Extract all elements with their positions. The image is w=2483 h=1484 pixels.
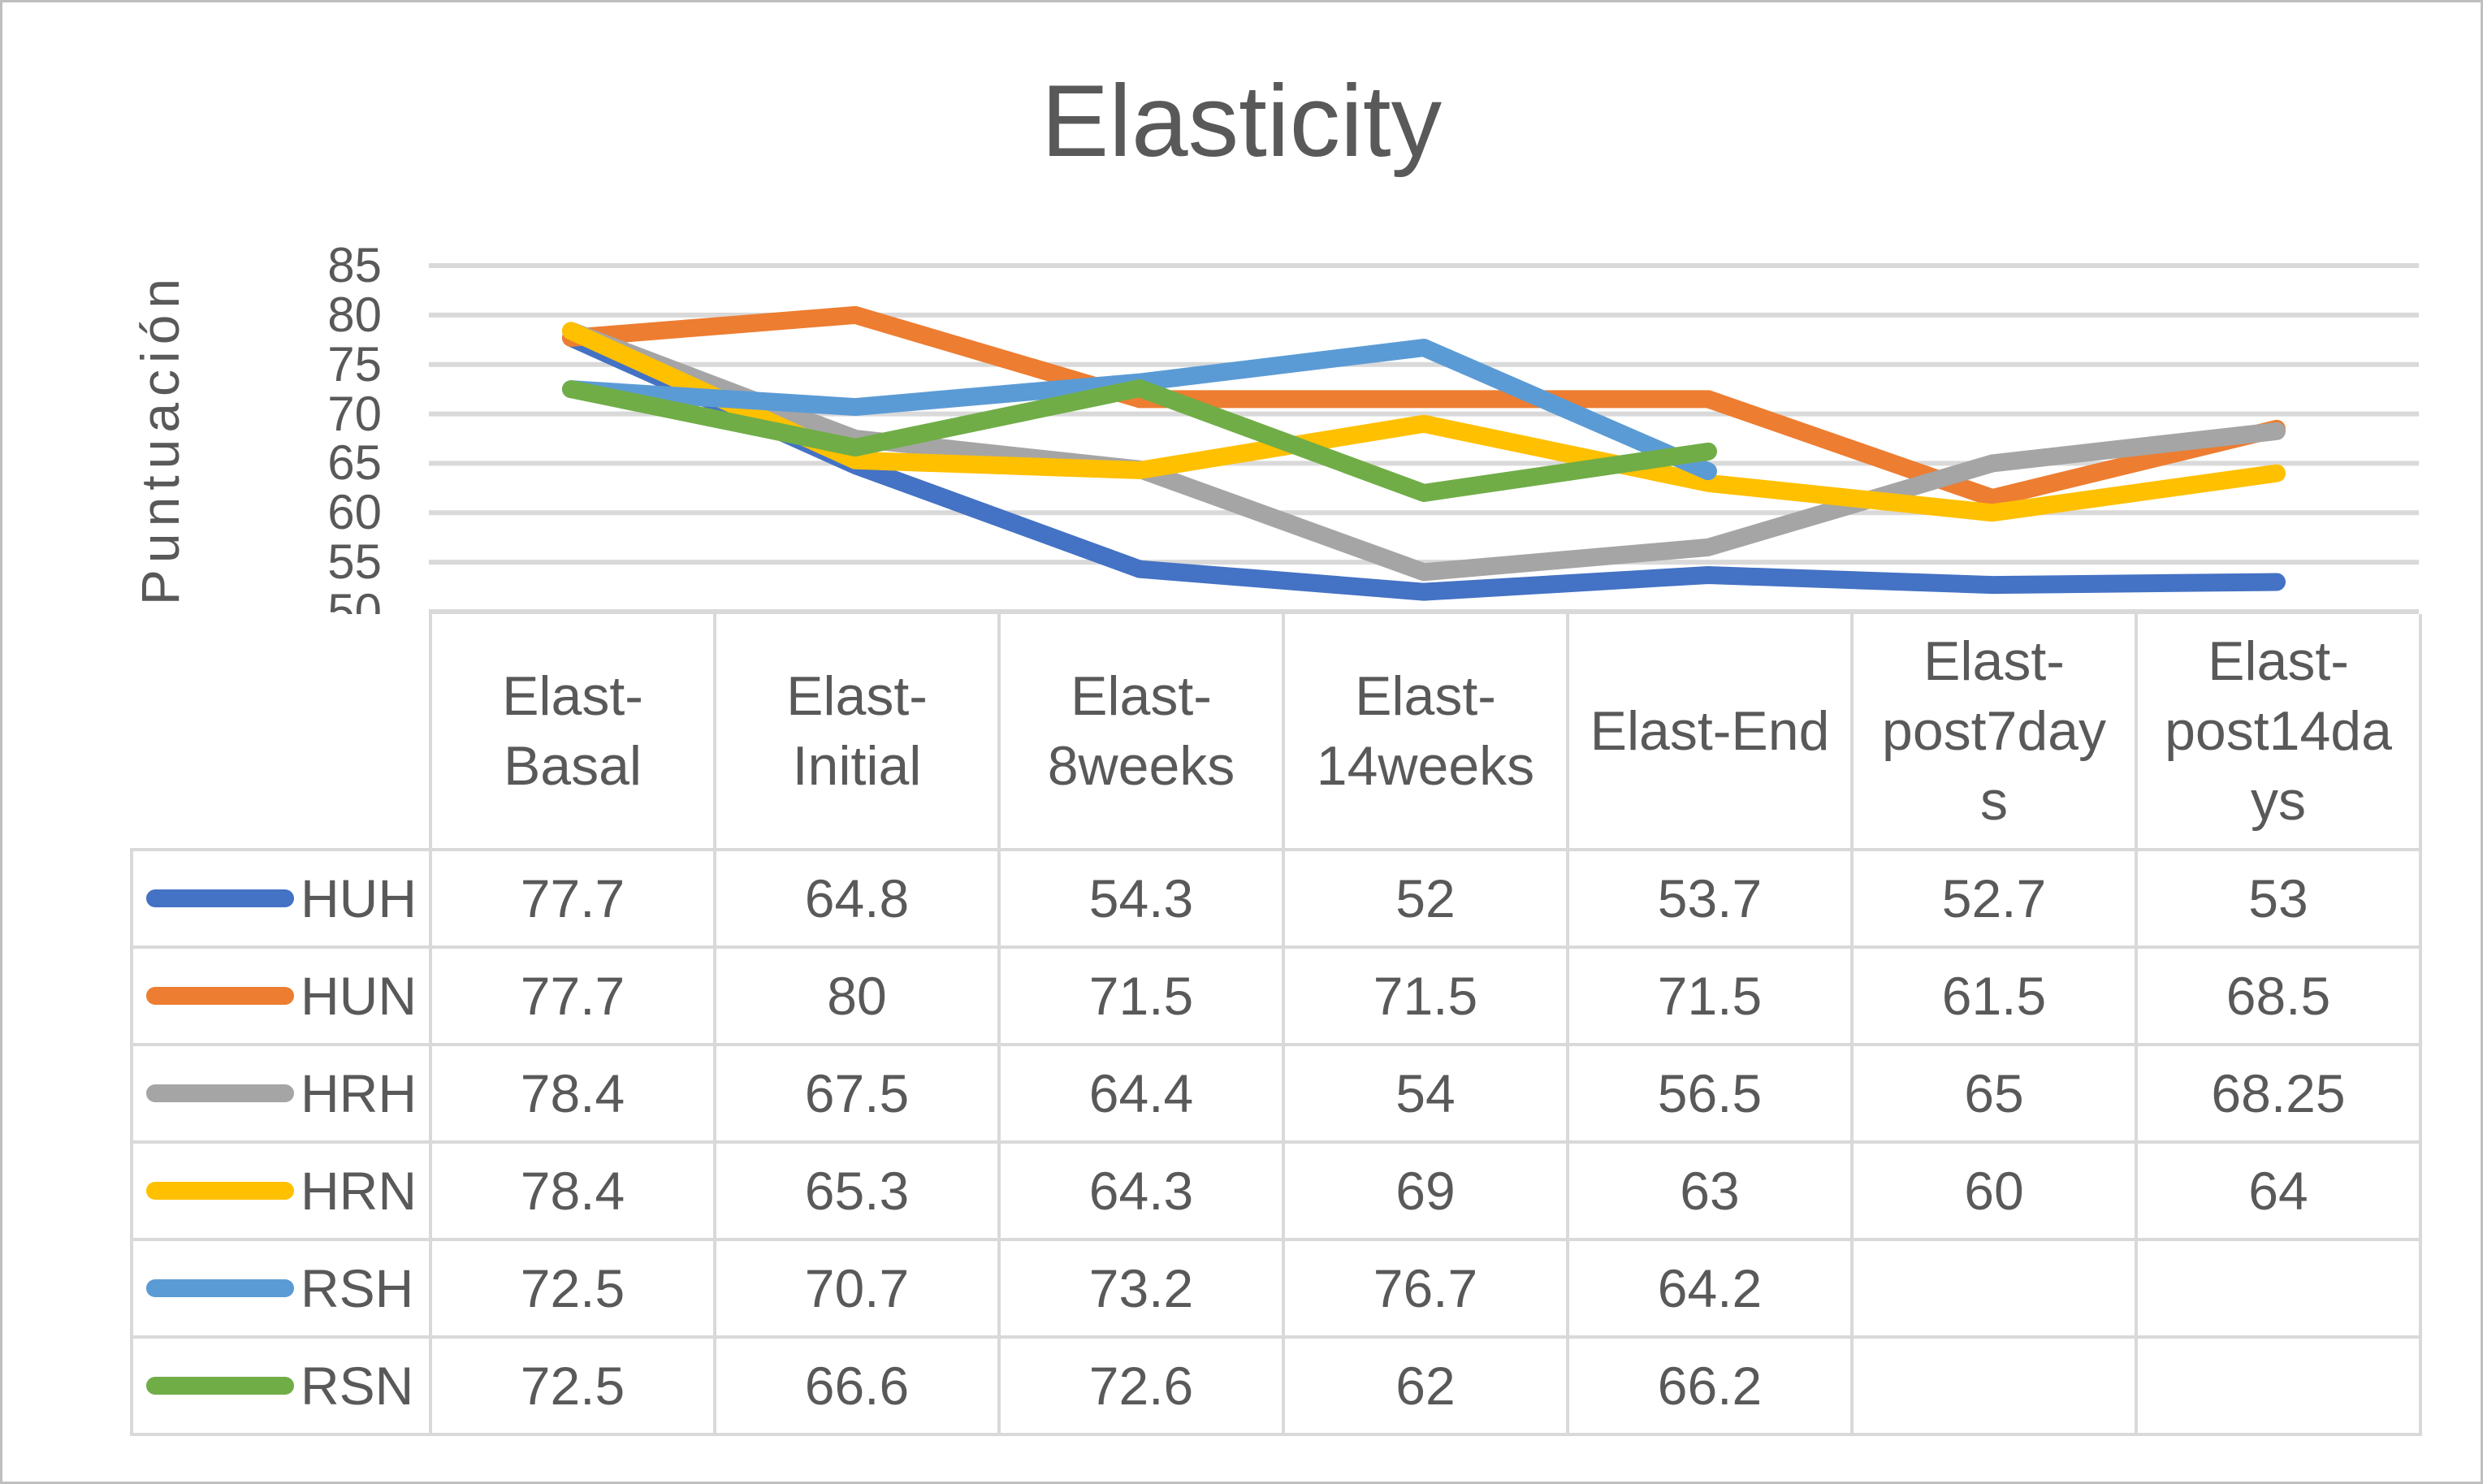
value-cell-HUH-1: 77.7 [429, 848, 716, 949]
value-cell-HRN-3: 64.3 [997, 1140, 1285, 1241]
column-header-6: Elast-post7days [1850, 614, 2138, 851]
value-cell-RSH-2: 70.7 [713, 1238, 1001, 1339]
value-cell-RSN-3: 72.6 [997, 1335, 1285, 1436]
value-cell-RSN-4: 62 [1282, 1335, 1569, 1436]
table-row-HRH: HRH 78.4 67.5 64.4 54 56.5 65 68.25 [130, 1043, 2422, 1144]
legend-key-RSN [146, 1377, 294, 1395]
legend-entry-HRN: HRN [133, 1144, 429, 1238]
value-cell-HRH-2: 67.5 [713, 1043, 1001, 1144]
value-cell-RSN-7 [2135, 1335, 2422, 1436]
value-cell-HUN-7: 68.5 [2135, 945, 2422, 1046]
value-cell-HRN-4: 69 [1282, 1140, 1569, 1241]
legend-key-HUN [146, 987, 294, 1005]
series-line-HUN [562, 305, 2286, 508]
value-cell-RSH-6 [1850, 1238, 2138, 1339]
value-cell-HUN-6: 61.5 [1850, 945, 2138, 1046]
column-header-1: Elast-Basal [429, 614, 716, 851]
legend-entry-HRH: HRH [133, 1046, 429, 1140]
column-header-4: Elast-14weeks [1282, 614, 1569, 851]
table-header-row: Elast-Basal Elast-Initial Elast-8weeks Elas… [132, 614, 2422, 851]
value-cell-HRN-1: 78.4 [429, 1140, 716, 1241]
table-row-HUH: HUH 77.7 64.8 54.3 52 53.7 52.7 53 [130, 848, 2422, 949]
column-header-7: Elast-post14days [2135, 614, 2422, 851]
value-cell-HUN-1: 77.7 [429, 945, 716, 1046]
value-cell-HUN-5: 71.5 [1566, 945, 1854, 1046]
value-cell-HRN-2: 65.3 [713, 1140, 1001, 1241]
legend-cell-HUH: HUH [130, 848, 432, 949]
y-tick-70: 70 [327, 386, 382, 441]
legend-cell-HUN: HUN [130, 945, 432, 1046]
legend-cell-RSH: RSH [130, 1238, 432, 1339]
legend-cell-RSN: RSN [130, 1335, 432, 1436]
legend-key-RSH [146, 1279, 294, 1297]
table-row-HRN: HRN 78.4 65.3 64.3 69 63 60 64 [130, 1140, 2422, 1241]
value-cell-HUH-7: 53 [2135, 848, 2422, 949]
value-cell-RSH-5: 64.2 [1566, 1238, 1854, 1339]
value-cell-HRH-4: 54 [1282, 1043, 1569, 1144]
legend-key-HRH [146, 1084, 294, 1102]
legend-entry-RSN: RSN [133, 1339, 429, 1433]
value-cell-HUN-3: 71.5 [997, 945, 1285, 1046]
value-cell-HRH-1: 78.4 [429, 1043, 716, 1144]
column-header-5: Elast-End [1566, 614, 1854, 851]
table-row-HUN: HUN 77.7 80 71.5 71.5 71.5 61.5 68.5 [130, 945, 2422, 1046]
value-cell-RSH-7 [2135, 1238, 2422, 1339]
legend-entry-HUH: HUH [133, 851, 429, 945]
legend-entry-HUN: HUN [133, 949, 429, 1043]
y-tick-85: 85 [327, 238, 382, 292]
legend-cell-HRN: HRN [130, 1140, 432, 1241]
chart-title: Elasticity [1040, 65, 1443, 178]
value-cell-HUH-6: 52.7 [1850, 848, 2138, 949]
value-cell-RSN-6 [1850, 1335, 2138, 1436]
legend-cell-HRH: HRH [130, 1043, 432, 1144]
value-cell-HRN-5: 63 [1566, 1140, 1854, 1241]
y-tick-80: 80 [327, 287, 382, 342]
value-cell-RSN-2: 66.6 [713, 1335, 1001, 1436]
legend-key-HRN [146, 1182, 294, 1200]
column-header-3: Elast-8weeks [997, 614, 1285, 851]
table-corner-cell [132, 614, 430, 851]
value-cell-HUH-3: 54.3 [997, 848, 1285, 949]
value-cell-HUH-4: 52 [1282, 848, 1569, 949]
value-cell-RSN-5: 66.2 [1566, 1335, 1854, 1436]
table-row-RSH: RSH 72.5 70.7 73.2 76.7 64.2 [130, 1238, 2422, 1339]
legend-key-HUH [146, 889, 294, 907]
value-cell-RSH-4: 76.7 [1282, 1238, 1569, 1339]
series-line-HRN [562, 322, 2286, 522]
legend-label-RSH: RSH [301, 1258, 414, 1318]
legend-label-RSN: RSN [301, 1356, 414, 1416]
legend-entry-RSH: RSH [133, 1241, 429, 1335]
series-line-RSN [562, 379, 1717, 502]
value-cell-HRH-3: 64.4 [997, 1043, 1285, 1144]
value-cell-RSH-3: 73.2 [997, 1238, 1285, 1339]
value-cell-HUN-2: 80 [713, 945, 1001, 1046]
y-tick-60: 60 [327, 485, 382, 540]
legend-label-HRN: HRN [301, 1161, 417, 1221]
legend-label-HRH: HRH [301, 1063, 417, 1123]
value-cell-HRN-7: 64 [2135, 1140, 2422, 1241]
y-tick-75: 75 [327, 336, 382, 392]
y-tick-65: 65 [327, 435, 382, 491]
y-tick-55: 55 [327, 534, 382, 590]
value-cell-HUH-2: 64.8 [713, 848, 1001, 949]
series-lines [562, 305, 2286, 601]
value-cell-HUH-5: 53.7 [1566, 848, 1854, 949]
value-cell-HRH-5: 56.5 [1566, 1043, 1854, 1144]
value-cell-HRH-6: 65 [1850, 1043, 2138, 1144]
data-table: Elast-Basal Elast-Initial Elast-8weeks Elas… [130, 614, 2422, 1436]
value-cell-RSH-1: 72.5 [429, 1238, 716, 1339]
table-row-RSN: RSN 72.5 66.6 72.6 62 66.2 [130, 1335, 2422, 1436]
value-cell-RSN-1: 72.5 [429, 1335, 716, 1436]
legend-label-HUH: HUH [301, 868, 417, 928]
value-cell-HRN-6: 60 [1850, 1140, 2138, 1241]
column-header-2: Elast-Initial [713, 614, 1001, 851]
legend-label-HUN: HUN [301, 966, 417, 1026]
value-cell-HRH-7: 68.25 [2135, 1043, 2422, 1144]
value-cell-HUN-4: 71.5 [1282, 945, 1569, 1046]
